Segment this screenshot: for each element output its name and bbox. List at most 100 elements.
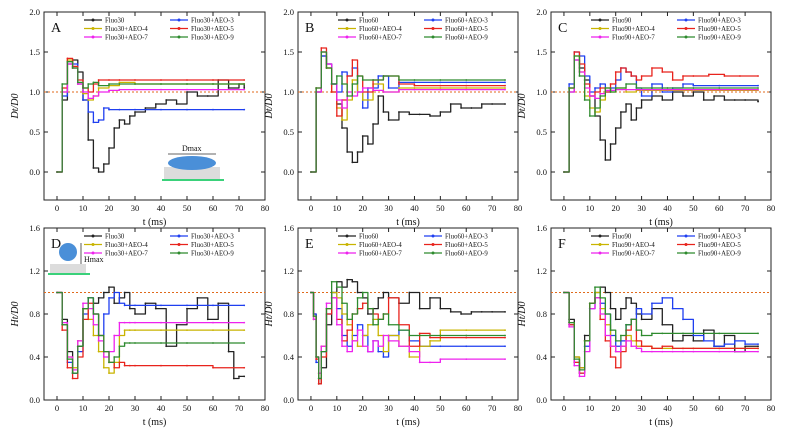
data-point [439, 307, 442, 310]
data-point [232, 377, 235, 380]
data-point [614, 366, 617, 369]
data-point [640, 345, 643, 348]
data-point [439, 329, 442, 332]
data-point [87, 296, 90, 299]
legend-marker [91, 243, 95, 246]
data-point [97, 84, 100, 87]
data-point [361, 107, 364, 109]
x-tick-label: 70 [235, 403, 244, 413]
data-point [682, 75, 684, 77]
data-point [573, 364, 576, 367]
legend-marker [431, 243, 435, 246]
data-point [361, 291, 364, 294]
legend-label: Fluo30+AEO-9 [191, 251, 234, 258]
data-point [465, 84, 468, 87]
legend-label: Fluo60+AEO-5 [445, 242, 488, 249]
data-point [640, 88, 643, 91]
legend-marker [177, 234, 181, 238]
legend-label: Fluo30+AEO-4 [105, 26, 148, 33]
data-point [757, 343, 759, 345]
data-point [128, 364, 131, 367]
data-point [387, 119, 390, 121]
data-point [619, 111, 622, 113]
data-point [186, 79, 188, 81]
inset-label: Dmax [182, 144, 202, 153]
data-point [757, 350, 759, 353]
y-axis-label: Dt/D0 [517, 94, 528, 120]
series-line [563, 291, 759, 378]
data-point [243, 342, 246, 344]
data-point [372, 123, 374, 125]
data-point [757, 100, 759, 103]
data-point [186, 91, 188, 93]
series-line [310, 51, 506, 173]
series-line [57, 59, 245, 173]
data-point [413, 87, 416, 89]
data-point [578, 75, 581, 77]
x-tick-label: 40 [410, 403, 419, 413]
data-point [243, 83, 246, 85]
y-tick-label: 1.5 [29, 47, 40, 57]
data-point [398, 345, 400, 348]
data-point [243, 375, 246, 378]
data-point [640, 318, 643, 321]
legend-label: Fluo90+AEO-4 [612, 26, 655, 33]
data-point [134, 364, 136, 367]
data-point [614, 339, 617, 342]
data-point [341, 345, 343, 348]
legend-marker [431, 251, 435, 255]
droplet-icon [168, 156, 216, 170]
data-point [614, 127, 617, 129]
x-tick-label: 50 [183, 203, 192, 213]
data-point [583, 334, 586, 337]
data-point [372, 79, 374, 81]
data-point [366, 313, 369, 315]
legend-label: Fluo90+AEO-4 [612, 242, 655, 249]
data-point [366, 307, 369, 310]
data-point [757, 84, 759, 87]
data-point [243, 321, 246, 324]
y-axis-label: Ht/D0 [10, 302, 21, 328]
x-tick-label: 60 [209, 203, 218, 213]
data-point [377, 95, 380, 97]
data-point [212, 304, 214, 307]
data-point [702, 99, 705, 101]
data-point [692, 347, 695, 350]
data-point [418, 334, 421, 337]
series-line [563, 55, 759, 173]
data-point [630, 302, 633, 305]
data-point [625, 71, 627, 73]
data-point [439, 88, 442, 91]
data-point [61, 329, 64, 332]
data-point [97, 119, 100, 121]
data-point [317, 382, 320, 385]
data-point [356, 151, 359, 153]
data-point [108, 372, 110, 375]
x-tick-label: 40 [663, 203, 672, 213]
data-point [66, 358, 69, 361]
data-point [66, 60, 69, 63]
legend-marker [345, 234, 349, 238]
series-line [57, 291, 245, 374]
legend-marker [598, 234, 602, 238]
legend-label: Fluo30+AEO-4 [105, 242, 148, 249]
data-point [175, 323, 178, 326]
data-point [134, 304, 136, 307]
data-point [134, 342, 136, 344]
x-tick-label: 80 [514, 203, 523, 213]
data-point [583, 99, 586, 101]
data-point [563, 171, 565, 173]
y-tick-label: 1.2 [283, 266, 294, 276]
data-point [128, 115, 131, 117]
data-point [320, 47, 323, 49]
data-point [504, 81, 506, 84]
data-point [356, 345, 359, 348]
data-point [351, 313, 354, 315]
data-point [186, 304, 188, 307]
data-point [330, 280, 333, 283]
data-point [661, 99, 664, 101]
legend-label: Fluo30+AEO-3 [191, 234, 234, 241]
y-tick-label: 1.6 [29, 223, 40, 233]
data-point [361, 135, 364, 137]
series-line [310, 278, 506, 385]
